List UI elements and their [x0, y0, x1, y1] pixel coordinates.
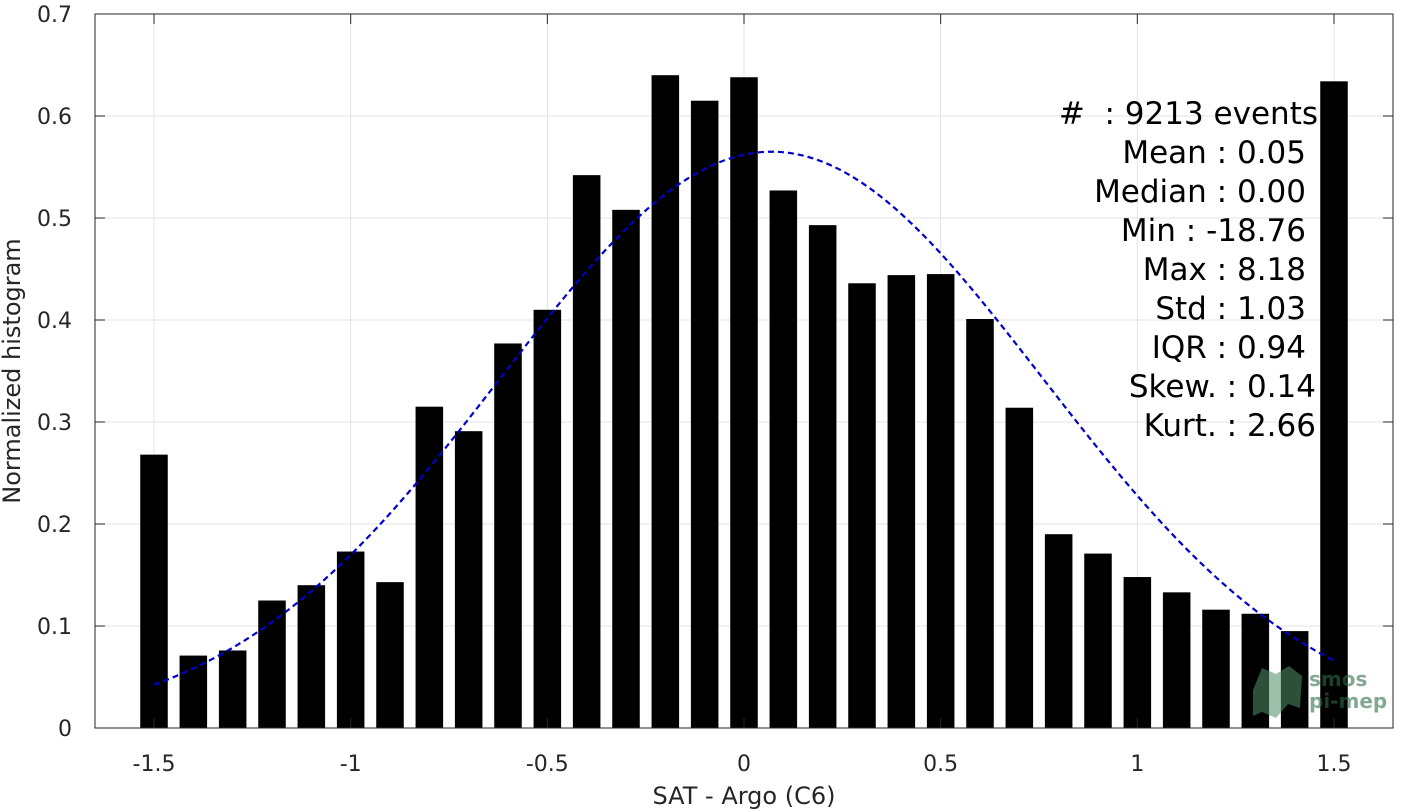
x-axis-label: SAT - Argo (C6) [653, 782, 836, 810]
bar-16 [769, 190, 798, 728]
bar-7 [415, 406, 444, 728]
stats-line-0: # : 9213 events [1059, 96, 1318, 132]
bar-11 [572, 175, 601, 728]
stats-line-7: Skew. : 0.14 [1129, 369, 1316, 405]
bar-0 [140, 454, 168, 728]
axis-ticks [95, 13, 1393, 729]
bar-30 [1320, 81, 1348, 728]
y-tick-label-6: 0.6 [37, 105, 72, 130]
y-tick-label-5: 0.5 [37, 207, 72, 232]
bar-14 [690, 100, 719, 728]
bar-series [140, 75, 1348, 729]
stats-line-6: IQR : 0.94 [1152, 330, 1306, 366]
logo-text-line2: pi-mep [1309, 689, 1387, 713]
bar-17 [808, 225, 837, 728]
x-tick-label-3: 0 [737, 752, 751, 777]
y-tick-label-1: 0.1 [37, 615, 72, 640]
y-tick-label-7: 0.7 [37, 3, 72, 28]
x-tick-labels: -1.5 -1 -0.5 0 0.5 1 1.5 [133, 752, 1352, 777]
bar-8 [454, 431, 483, 728]
bar-25 [1123, 577, 1152, 728]
bar-15 [730, 77, 758, 729]
bar-2 [218, 650, 247, 728]
y-tick-label-2: 0.2 [37, 513, 72, 538]
y-axis-label: Normalized histogram [0, 238, 26, 503]
stats-line-3: Min : -18.76 [1121, 213, 1306, 249]
bar-19 [887, 275, 916, 728]
bar-5 [336, 551, 365, 728]
bar-4 [297, 585, 326, 728]
bar-27 [1202, 609, 1230, 728]
stats-line-4: Max : 8.18 [1143, 252, 1306, 288]
bar-13 [651, 75, 680, 728]
y-tick-label-4: 0.4 [37, 309, 72, 334]
bar-9 [494, 343, 522, 728]
logo-text-line1: smos [1309, 667, 1367, 691]
x-tick-label-5: 1 [1130, 752, 1144, 777]
bar-23 [1044, 534, 1073, 728]
bar-12 [612, 209, 640, 729]
x-tick-label-4: 0.5 [923, 752, 958, 777]
stats-line-2: Median : 0.00 [1094, 174, 1306, 210]
bar-6 [376, 582, 404, 728]
x-tick-label-1: -1 [340, 752, 362, 777]
stats-line-8: Kurt. : 2.66 [1144, 408, 1316, 444]
x-tick-label-2: -0.5 [526, 752, 569, 777]
bar-24 [1084, 553, 1112, 728]
bar-1 [179, 655, 208, 728]
bar-18 [848, 283, 876, 728]
bar-20 [926, 274, 955, 728]
gaussian-fit-curve [153, 150, 1335, 686]
smos-pi-mep-logo: smos pi-mep [1253, 666, 1387, 718]
bar-22 [1005, 407, 1034, 728]
y-tick-labels: 0 0.1 0.2 0.3 0.4 0.5 0.6 0.7 [37, 3, 72, 742]
x-tick-label-6: 1.5 [1317, 752, 1352, 777]
bar-3 [258, 600, 286, 728]
stats-line-1: Mean : 0.05 [1122, 135, 1306, 171]
stats-line-5: Std : 1.03 [1155, 291, 1306, 327]
logo-mark-icon [1253, 666, 1302, 718]
x-tick-label-0: -1.5 [133, 752, 176, 777]
bar-21 [966, 318, 994, 728]
y-tick-label-3: 0.3 [37, 411, 72, 436]
bar-10 [533, 309, 562, 728]
y-tick-label-0: 0 [58, 717, 72, 742]
bar-26 [1162, 592, 1191, 728]
